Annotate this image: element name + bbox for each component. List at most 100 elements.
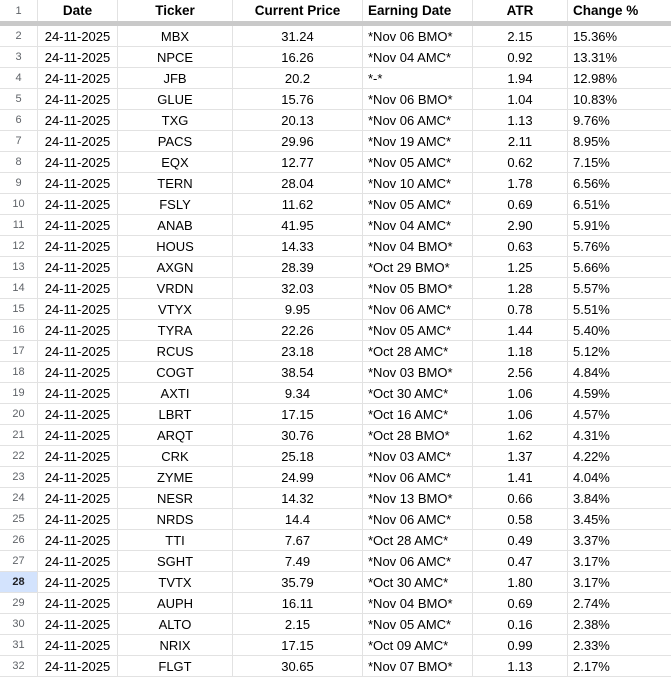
row-number[interactable]: 25 [0, 509, 38, 530]
row-number[interactable]: 23 [0, 467, 38, 488]
cell-change[interactable]: 10.83% [568, 89, 671, 110]
cell-change[interactable]: 4.04% [568, 467, 671, 488]
cell-ticker[interactable]: TVTX [118, 572, 233, 593]
cell-ticker[interactable]: JFB [118, 68, 233, 89]
cell-current-price[interactable]: 16.11 [233, 593, 363, 614]
cell-current-price[interactable]: 29.96 [233, 131, 363, 152]
cell-date[interactable]: 24-11-2025 [38, 509, 118, 530]
cell-change[interactable]: 3.17% [568, 572, 671, 593]
cell-atr[interactable]: 1.80 [473, 572, 568, 593]
cell-change[interactable]: 3.17% [568, 551, 671, 572]
cell-date[interactable]: 24-11-2025 [38, 383, 118, 404]
cell-current-price[interactable]: 9.34 [233, 383, 363, 404]
cell-change[interactable]: 7.15% [568, 152, 671, 173]
cell-atr[interactable]: 2.90 [473, 215, 568, 236]
cell-ticker[interactable]: RCUS [118, 341, 233, 362]
cell-earning-date[interactable]: *Nov 05 AMC* [363, 320, 473, 341]
cell-current-price[interactable]: 17.15 [233, 635, 363, 656]
cell-ticker[interactable]: VRDN [118, 278, 233, 299]
row-number[interactable]: 14 [0, 278, 38, 299]
row-number[interactable]: 27 [0, 551, 38, 572]
cell-change[interactable]: 3.84% [568, 488, 671, 509]
row-number[interactable]: 26 [0, 530, 38, 551]
cell-earning-date[interactable]: *-* [363, 68, 473, 89]
cell-current-price[interactable]: 14.33 [233, 236, 363, 257]
cell-atr[interactable]: 0.49 [473, 530, 568, 551]
cell-date[interactable]: 24-11-2025 [38, 362, 118, 383]
cell-change[interactable]: 6.51% [568, 194, 671, 215]
cell-date[interactable]: 24-11-2025 [38, 257, 118, 278]
cell-earning-date[interactable]: *Oct 30 AMC* [363, 572, 473, 593]
cell-atr[interactable]: 0.62 [473, 152, 568, 173]
cell-change[interactable]: 2.38% [568, 614, 671, 635]
row-number[interactable]: 21 [0, 425, 38, 446]
cell-ticker[interactable]: CRK [118, 446, 233, 467]
cell-current-price[interactable]: 9.95 [233, 299, 363, 320]
column-header-change[interactable]: Change % [573, 3, 639, 18]
cell-ticker[interactable]: FLGT [118, 656, 233, 677]
cell-ticker[interactable]: TTI [118, 530, 233, 551]
cell-current-price[interactable]: 28.04 [233, 173, 363, 194]
cell-earning-date[interactable]: *Oct 16 AMC* [363, 404, 473, 425]
cell-current-price[interactable]: 32.03 [233, 278, 363, 299]
cell-ticker[interactable]: TXG [118, 110, 233, 131]
cell-earning-date[interactable]: *Nov 06 AMC* [363, 110, 473, 131]
cell-change[interactable]: 2.74% [568, 593, 671, 614]
cell-date[interactable]: 24-11-2025 [38, 173, 118, 194]
cell-current-price[interactable]: 2.15 [233, 614, 363, 635]
cell-date[interactable]: 24-11-2025 [38, 446, 118, 467]
column-header-current-price[interactable]: Current Price [233, 0, 363, 21]
cell-earning-date[interactable]: *Oct 29 BMO* [363, 257, 473, 278]
row-number[interactable]: 6 [0, 110, 38, 131]
cell-date[interactable]: 24-11-2025 [38, 47, 118, 68]
cell-ticker[interactable]: HOUS [118, 236, 233, 257]
cell-atr[interactable]: 1.13 [473, 656, 568, 677]
row-number[interactable]: 19 [0, 383, 38, 404]
cell-change[interactable]: 3.37% [568, 530, 671, 551]
cell-date[interactable]: 24-11-2025 [38, 320, 118, 341]
cell-atr[interactable]: 2.56 [473, 362, 568, 383]
cell-current-price[interactable]: 14.4 [233, 509, 363, 530]
cell-ticker[interactable]: FSLY [118, 194, 233, 215]
cell-change[interactable]: 4.57% [568, 404, 671, 425]
cell-earning-date[interactable]: *Nov 06 BMO* [363, 89, 473, 110]
cell-date[interactable]: 24-11-2025 [38, 593, 118, 614]
cell-earning-date[interactable]: *Oct 09 AMC* [363, 635, 473, 656]
cell-atr[interactable]: 1.06 [473, 383, 568, 404]
cell-atr[interactable]: 0.16 [473, 614, 568, 635]
cell-change[interactable]: 2.33% [568, 635, 671, 656]
cell-current-price[interactable]: 20.2 [233, 68, 363, 89]
cell-earning-date[interactable]: *Nov 04 AMC* [363, 215, 473, 236]
cell-earning-date[interactable]: *Nov 19 AMC* [363, 131, 473, 152]
cell-ticker[interactable]: AUPH [118, 593, 233, 614]
cell-date[interactable]: 24-11-2025 [38, 131, 118, 152]
cell-date[interactable]: 24-11-2025 [38, 341, 118, 362]
row-number[interactable]: 30 [0, 614, 38, 635]
cell-ticker[interactable]: ZYME [118, 467, 233, 488]
cell-atr[interactable]: 2.11 [473, 131, 568, 152]
cell-current-price[interactable]: 11.62 [233, 194, 363, 215]
cell-atr[interactable]: 1.18 [473, 341, 568, 362]
row-number[interactable]: 8 [0, 152, 38, 173]
cell-current-price[interactable]: 25.18 [233, 446, 363, 467]
row-number[interactable]: 31 [0, 635, 38, 656]
cell-ticker[interactable]: GLUE [118, 89, 233, 110]
cell-current-price[interactable]: 22.26 [233, 320, 363, 341]
cell-date[interactable]: 24-11-2025 [38, 635, 118, 656]
cell-date[interactable]: 24-11-2025 [38, 215, 118, 236]
cell-atr[interactable]: 0.63 [473, 236, 568, 257]
cell-earning-date[interactable]: *Nov 06 AMC* [363, 509, 473, 530]
row-number[interactable]: 17 [0, 341, 38, 362]
cell-atr[interactable]: 0.47 [473, 551, 568, 572]
row-number[interactable]: 13 [0, 257, 38, 278]
cell-earning-date[interactable]: *Nov 05 AMC* [363, 194, 473, 215]
cell-earning-date[interactable]: *Nov 13 BMO* [363, 488, 473, 509]
cell-ticker[interactable]: LBRT [118, 404, 233, 425]
cell-atr[interactable]: 0.99 [473, 635, 568, 656]
cell-atr[interactable]: 1.44 [473, 320, 568, 341]
cell-ticker[interactable]: PACS [118, 131, 233, 152]
cell-atr[interactable]: 1.78 [473, 173, 568, 194]
cell-ticker[interactable]: VTYX [118, 299, 233, 320]
cell-current-price[interactable]: 14.32 [233, 488, 363, 509]
cell-ticker[interactable]: AXGN [118, 257, 233, 278]
